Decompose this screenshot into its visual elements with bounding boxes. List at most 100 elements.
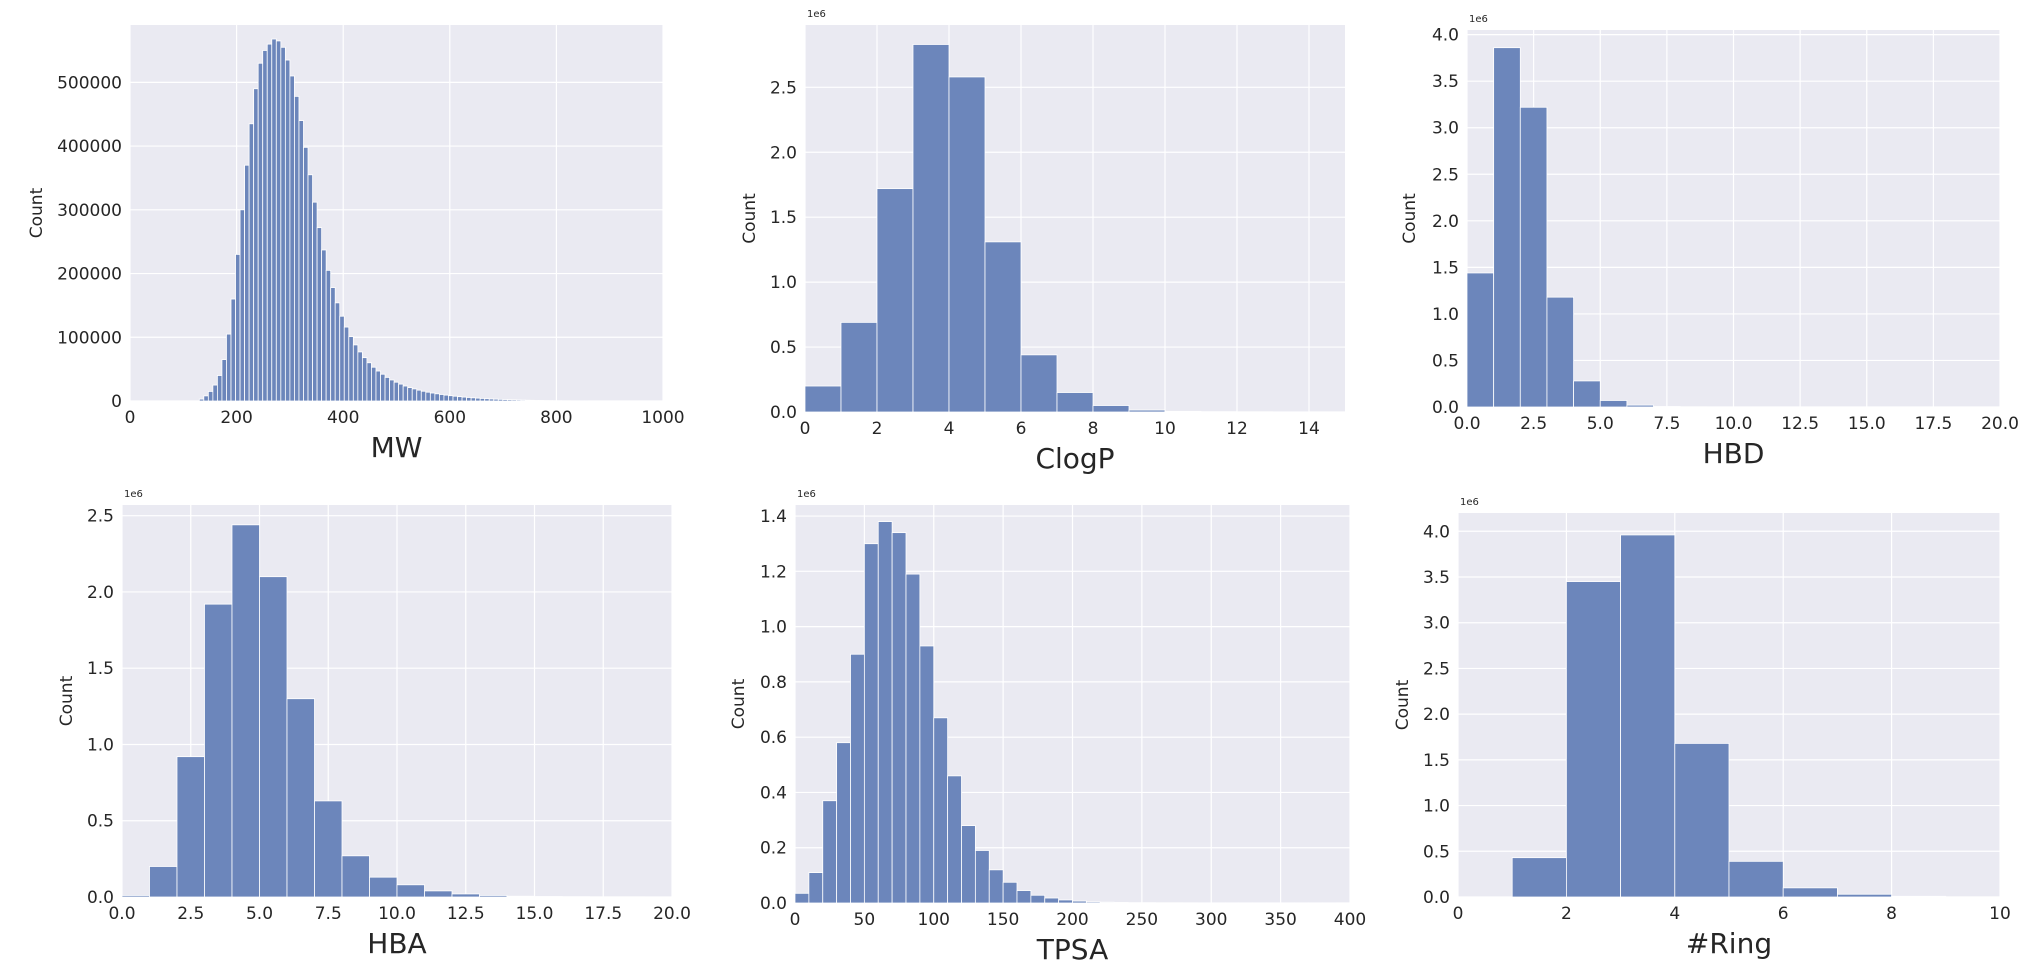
y-tick-label: 100000	[57, 328, 122, 348]
x-tick-label: 12.5	[447, 904, 485, 924]
histogram-bar	[375, 370, 381, 402]
x-tick-label: 2	[1561, 904, 1572, 924]
x-tick-label: 7.5	[315, 904, 342, 924]
y-tick-label: 1.4	[760, 507, 787, 527]
histogram-bar	[380, 373, 386, 402]
y-tick-label: 2.0	[1432, 212, 1459, 232]
histogram-bar	[1511, 857, 1567, 898]
histogram-bar	[393, 381, 400, 402]
x-tick-label: 10.0	[378, 904, 416, 924]
histogram-bar	[912, 44, 950, 413]
y-tick-label: 0.4	[760, 783, 787, 803]
axis-offset-label: 1e6	[1460, 497, 1479, 508]
x-tick-label: 17.5	[584, 904, 622, 924]
histogram-bar	[534, 400, 540, 402]
y-tick-label: 0.5	[1423, 842, 1450, 862]
histogram-bar	[525, 399, 531, 402]
x-tick-label: 200	[220, 408, 252, 428]
y-tick-label: 0.6	[760, 728, 787, 748]
x-tick-label: 0	[790, 910, 801, 930]
chart-panel-4: 0.0 2.5 5.0 7.5 10.0 12.5 15.0 17.5 20.0 0.0 0.5 1.…	[57, 489, 691, 960]
histogram-bar	[822, 800, 838, 904]
y-tick-label: 2.5	[87, 507, 114, 527]
x-tick-label: 2	[872, 419, 883, 439]
x-tick-label: 15.0	[516, 904, 554, 924]
histogram-bar	[248, 123, 255, 402]
x-tick-label: 1000	[641, 408, 684, 428]
x-tick-label: 0	[1453, 904, 1464, 924]
histogram-bar	[266, 43, 273, 402]
x-axis-label: TPSA	[1036, 933, 1108, 966]
y-tick-label: 0.2	[760, 839, 787, 859]
histogram-bar	[876, 188, 914, 413]
histogram-bar	[1782, 887, 1838, 898]
y-tick-label: 1.0	[760, 618, 787, 638]
y-axis-label: Count	[1400, 193, 1420, 244]
histogram-bar	[207, 391, 214, 402]
histogram-bar	[1466, 272, 1495, 408]
y-tick-label: 200000	[57, 265, 122, 285]
x-axis-label: HBA	[367, 927, 426, 960]
histogram-bar	[794, 892, 810, 904]
y-tick-label: 2.0	[770, 143, 797, 163]
x-tick-label: 0	[125, 408, 136, 428]
histogram-bar	[316, 227, 323, 402]
axis-offset-label: 1e6	[124, 489, 143, 500]
x-tick-label: 400	[327, 408, 359, 428]
x-tick-label: 0	[800, 419, 811, 439]
histogram-bar	[511, 399, 517, 402]
y-tick-label: 2.5	[1423, 659, 1450, 679]
histogram-bar	[497, 398, 504, 402]
histogram-bar	[1016, 890, 1032, 904]
y-tick-label: 3.0	[1423, 614, 1450, 634]
y-tick-label: 2.0	[1423, 705, 1450, 725]
histogram-bar	[502, 399, 508, 402]
x-tick-label: 10	[1154, 419, 1176, 439]
histogram-bar	[298, 120, 304, 402]
histogram-bar	[1044, 897, 1060, 904]
histogram-bar	[461, 396, 467, 402]
histogram-bar	[479, 398, 486, 402]
histogram-bar	[369, 876, 398, 898]
histogram-bar	[1128, 409, 1166, 413]
histogram-bar	[314, 800, 343, 898]
histogram-bar	[836, 742, 851, 904]
histogram-bar	[840, 321, 878, 413]
x-tick-label: 17.5	[1914, 414, 1952, 434]
histogram-bar	[420, 390, 427, 402]
x-tick-label: 5.0	[246, 904, 273, 924]
histogram-bar	[919, 645, 935, 904]
histogram-bar	[280, 46, 286, 402]
y-tick-label: 1.2	[760, 562, 787, 582]
y-tick-label: 0	[111, 392, 122, 412]
histogram-bar	[484, 398, 490, 402]
y-tick-label: 1.5	[770, 208, 797, 228]
histogram-bar	[1573, 380, 1601, 408]
histogram-bar	[863, 543, 879, 904]
histogram-bar	[343, 326, 350, 402]
histogram-bar	[303, 146, 309, 402]
histogram-bar	[176, 756, 205, 898]
histogram-bar	[1599, 400, 1628, 408]
y-axis-label: Count	[740, 193, 760, 244]
x-tick-label: 5.0	[1587, 414, 1614, 434]
y-tick-label: 2.5	[770, 78, 797, 98]
histogram-bar	[452, 395, 458, 402]
y-tick-label: 3.5	[1432, 72, 1459, 92]
histogram-bar	[361, 357, 368, 402]
histogram-bar	[384, 377, 390, 402]
histogram-bar	[244, 164, 250, 402]
histogram-bar	[1837, 893, 1893, 898]
histogram-bar	[506, 399, 513, 402]
histogram-bar	[271, 38, 277, 402]
histogram-bar	[520, 399, 526, 402]
histogram-bar	[307, 174, 313, 402]
chart-panel-6: 0 2 4 6 8 10 0.0 0.5 1.0 1.5 2.0 2.5 3.0 3.5 4.0 1e6 #Ri…	[1393, 497, 2011, 960]
x-tick-label: 2.5	[177, 904, 204, 924]
histogram-bar	[357, 351, 363, 402]
histogram-bar	[891, 532, 907, 904]
histogram-bar	[212, 384, 218, 402]
histogram-bar	[1020, 354, 1058, 413]
x-tick-label: 4	[944, 419, 955, 439]
